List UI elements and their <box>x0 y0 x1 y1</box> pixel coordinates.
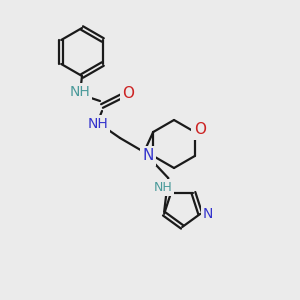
Text: NH: NH <box>154 181 172 194</box>
Text: N: N <box>142 148 154 164</box>
Text: NH: NH <box>70 85 90 99</box>
Text: N: N <box>203 207 214 221</box>
Text: O: O <box>122 85 134 100</box>
Text: NH: NH <box>88 117 108 131</box>
Text: O: O <box>194 122 206 137</box>
